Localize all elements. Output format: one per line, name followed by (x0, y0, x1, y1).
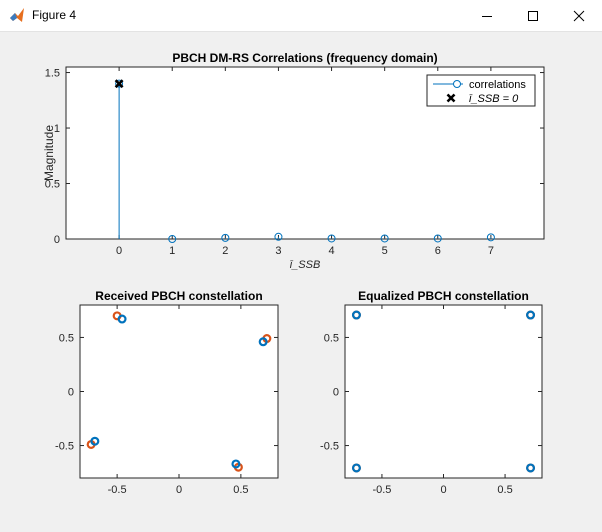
stem-marker (486, 233, 495, 242)
x-tick-label: 2 (222, 245, 228, 257)
y-tick-label: 0 (68, 387, 74, 399)
x-tick-label: 0 (176, 484, 182, 496)
close-button[interactable] (556, 0, 602, 31)
equalized-constellation-plot[interactable]: -0.5 0 0.5 -0.5 0 0.5 Equalized PBCH constella… (320, 289, 543, 496)
stem-marker (327, 234, 336, 243)
stem-marker (221, 233, 230, 242)
y-tick-label: -0.5 (320, 441, 339, 453)
figure-canvas: 0 1 2 3 4 5 6 7 0 0.5 1 1.5 PBCH DM-RS Correlations … (42, 51, 545, 496)
plot-area (344, 304, 543, 479)
constellation-point (90, 436, 100, 446)
constellation-point (526, 310, 536, 320)
x-tick-label: -0.5 (108, 484, 127, 496)
x-tick-label: 0.5 (233, 484, 248, 496)
y-tick-label: 1.5 (45, 68, 60, 80)
chart-title: Received PBCH constellation (95, 289, 262, 303)
constellation-point (351, 310, 361, 320)
legend-label: ī_SSB = 0 (469, 93, 519, 105)
window-title: Figure 4 (32, 8, 77, 22)
legend-marker (446, 93, 456, 103)
x-tick-label: 7 (488, 245, 494, 257)
matlab-logo-icon (10, 8, 24, 22)
maximize-icon (528, 10, 538, 21)
x-tick-label: 0 (116, 245, 122, 257)
y-tick-label: 0.5 (324, 332, 339, 344)
x-tick-label: 0.5 (497, 484, 512, 496)
y-tick-label: -0.5 (55, 441, 74, 453)
close-icon (573, 10, 585, 21)
y-tick-label: 1 (54, 123, 60, 135)
constellation-point (351, 463, 361, 473)
x-tick-label: 6 (435, 245, 441, 257)
stem-marker (274, 232, 283, 241)
x-axis-label: ī_SSB (290, 259, 321, 271)
y-axis-label: Magnitude (42, 125, 56, 181)
y-tick-label: 0 (54, 234, 60, 246)
x-tick-label: 1 (169, 245, 175, 257)
plot-area (79, 304, 279, 479)
x-tick-label: 3 (275, 245, 281, 257)
minimize-icon (482, 15, 492, 17)
stem-marker (433, 234, 442, 243)
y-tick-label: 0 (333, 387, 339, 399)
y-tick-label: 0.5 (45, 179, 60, 191)
x-tick-label: 0 (440, 484, 446, 496)
legend-marker (453, 80, 461, 88)
legend-box (426, 74, 536, 107)
chart-title: PBCH DM-RS Correlations (frequency domai… (172, 51, 437, 65)
stem-marker (115, 79, 124, 88)
highlight-marker (114, 79, 124, 89)
constellation-point (258, 337, 268, 347)
maximize-button[interactable] (510, 0, 556, 31)
stem-marker (380, 234, 389, 243)
x-tick-label: 5 (382, 245, 388, 257)
x-tick-label: 4 (328, 245, 334, 257)
legend-label: correlations (469, 79, 526, 91)
constellation-point (231, 459, 241, 469)
x-tick-label: -0.5 (372, 484, 391, 496)
correlation-stem-plot[interactable]: 0 1 2 3 4 5 6 7 0 0.5 1 1.5 PBCH DM-RS Correlations … (42, 51, 545, 271)
window-titlebar: Figure 4 (0, 0, 602, 32)
y-tick-label: 0.5 (59, 332, 74, 344)
constellation-point (117, 314, 127, 324)
constellation-point (526, 463, 536, 473)
received-constellation-plot[interactable]: -0.5 0 0.5 -0.5 0 0.5 Received PBCH constellat… (55, 289, 279, 496)
stem-marker (168, 235, 177, 243)
chart-title: Equalized PBCH constellation (358, 289, 529, 303)
minimize-button[interactable] (464, 0, 510, 31)
